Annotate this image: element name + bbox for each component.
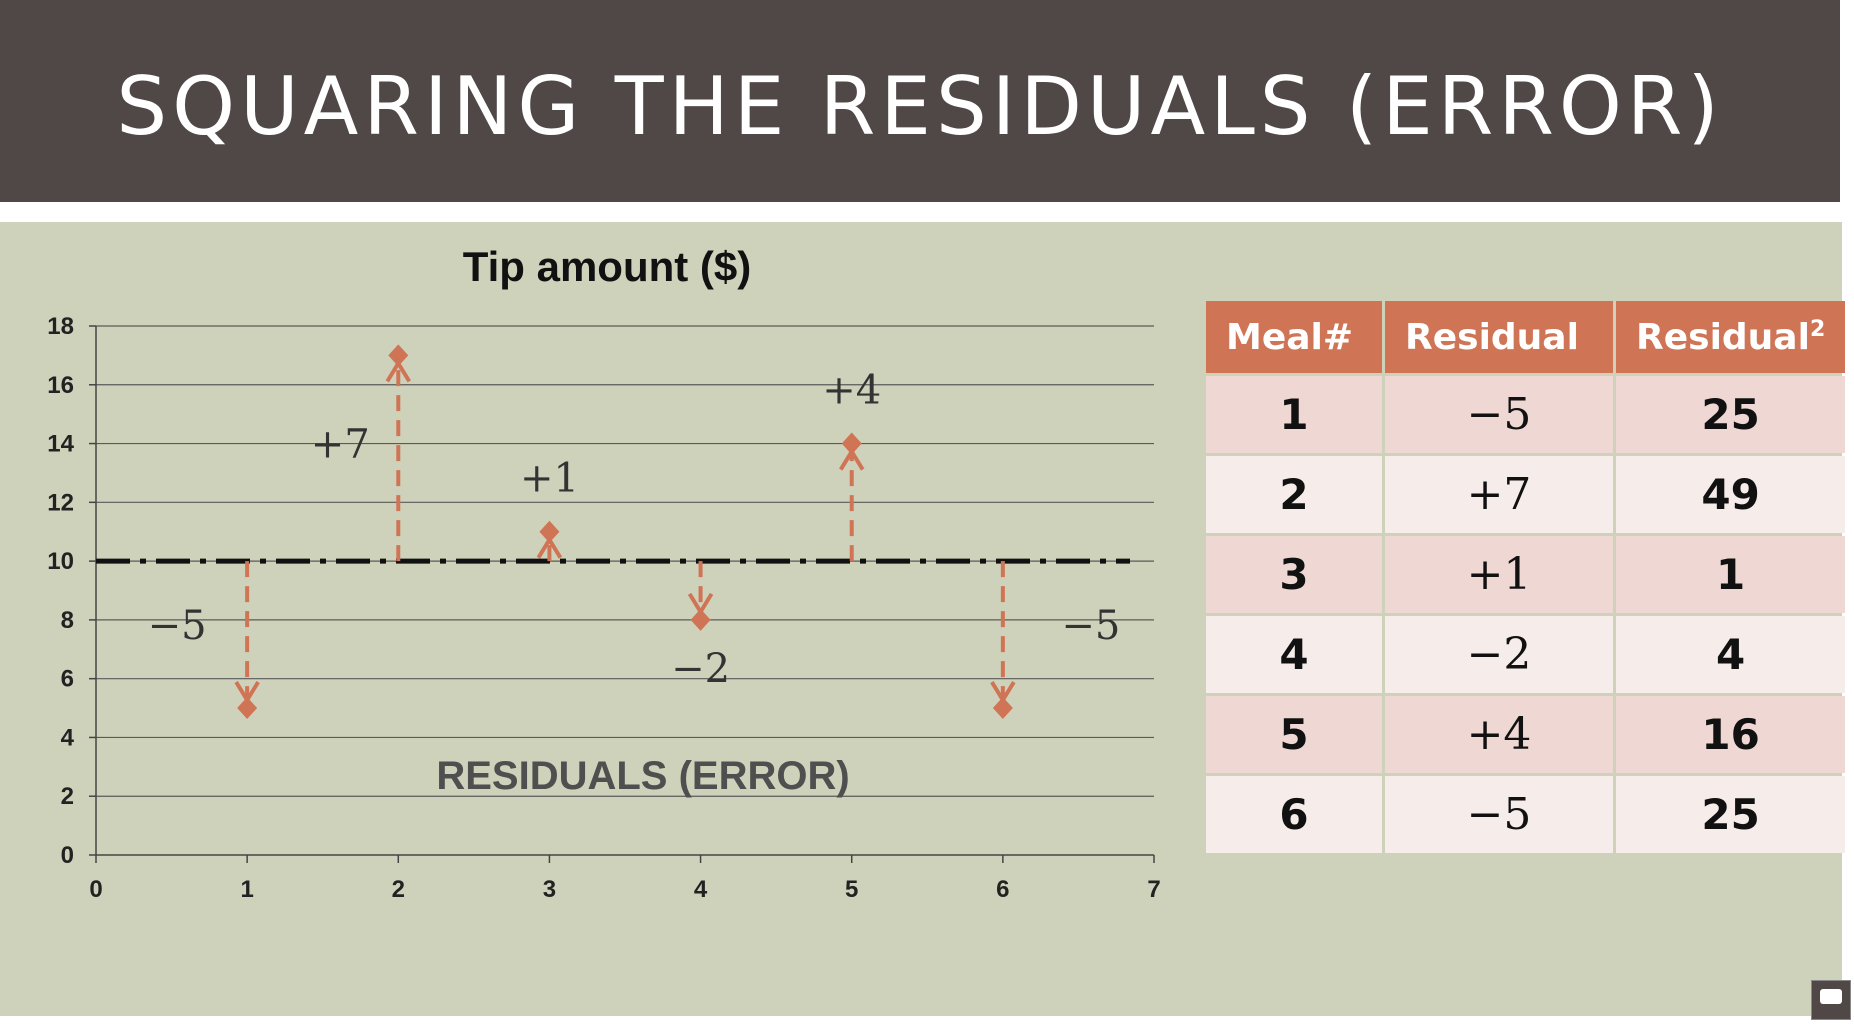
x-tick-label: 7	[1147, 876, 1160, 903]
chart-title: Tip amount ($)	[463, 243, 752, 290]
x-tick-label: 6	[996, 876, 1009, 903]
x-tick-label: 1	[240, 876, 253, 903]
y-tick-label: 0	[61, 842, 74, 869]
data-point	[237, 697, 258, 720]
cell-meal: 1	[1206, 376, 1382, 453]
header-meal: Meal#	[1206, 301, 1382, 373]
cell-meal: 2	[1206, 456, 1382, 533]
residual-label: +1	[520, 456, 579, 502]
cell-meal: 3	[1206, 536, 1382, 613]
cell-meal: 6	[1206, 776, 1382, 853]
header-residual: Residual	[1385, 301, 1613, 373]
data-point	[388, 344, 409, 367]
table-row: 4 −2 4	[1206, 616, 1846, 693]
cell-residual: +7	[1385, 456, 1613, 533]
x-tick-label: 3	[543, 876, 556, 903]
y-tick-label: 6	[61, 666, 74, 693]
cell-residual-squared: 49	[1616, 456, 1846, 533]
table-row: 3 +1 1	[1206, 536, 1846, 613]
residuals-overlay-label: RESIDUALS (ERROR)	[436, 754, 849, 798]
x-tick-label: 4	[694, 876, 708, 903]
y-tick-label: 16	[47, 372, 74, 399]
y-tick-label: 2	[61, 783, 74, 810]
x-tick-label: 5	[845, 876, 858, 903]
residual-label: +7	[311, 422, 370, 468]
cell-residual: +4	[1385, 696, 1613, 773]
y-tick-label: 10	[47, 548, 74, 575]
cell-residual-squared: 1	[1616, 536, 1846, 613]
x-tick-label: 2	[392, 876, 405, 903]
y-tick-label: 8	[61, 607, 74, 634]
header-residual-squared-label: Residual	[1636, 316, 1810, 358]
residual-label: −5	[1061, 603, 1120, 649]
cell-residual-squared: 25	[1616, 376, 1846, 453]
cell-residual: −2	[1385, 616, 1613, 693]
table-row: 2 +7 49	[1206, 456, 1846, 533]
y-tick-label: 18	[47, 313, 74, 340]
y-tick-label: 12	[47, 489, 74, 516]
residual-label: −5	[148, 603, 207, 649]
cell-residual: −5	[1385, 376, 1613, 453]
cell-residual-squared: 25	[1616, 776, 1846, 853]
cell-meal: 4	[1206, 616, 1382, 693]
table-row: 1 −5 25	[1206, 376, 1846, 453]
cell-meal: 5	[1206, 696, 1382, 773]
y-tick-label: 14	[47, 431, 74, 458]
cell-residual-squared: 16	[1616, 696, 1846, 773]
title-bar: SQUARING THE RESIDUALS (ERROR)	[0, 0, 1840, 202]
cell-residual: +1	[1385, 536, 1613, 613]
y-tick-label: 4	[61, 724, 75, 751]
table-row: 5 +4 16	[1206, 696, 1846, 773]
table-header-row: Meal# Residual Residual2	[1206, 301, 1846, 373]
table-row: 6 −5 25	[1206, 776, 1846, 853]
residual-label: +4	[822, 368, 881, 414]
header-superscript: 2	[1809, 316, 1826, 342]
header-residual-squared: Residual2	[1616, 301, 1846, 373]
cell-residual: −5	[1385, 776, 1613, 853]
cell-residual-squared: 4	[1616, 616, 1846, 693]
x-tick-label: 0	[89, 876, 102, 903]
residual-label: −2	[671, 646, 730, 692]
residual-table: Meal# Residual Residual2 1 −5 25 2 +7 49 3 +1 1 4…	[1203, 298, 1848, 856]
data-point	[690, 608, 711, 631]
play-button-icon[interactable]	[1811, 980, 1851, 1020]
data-point	[992, 697, 1013, 720]
data-point	[539, 520, 560, 543]
data-point	[841, 432, 862, 455]
slide-title: SQUARING THE RESIDUALS (ERROR)	[116, 59, 1724, 153]
